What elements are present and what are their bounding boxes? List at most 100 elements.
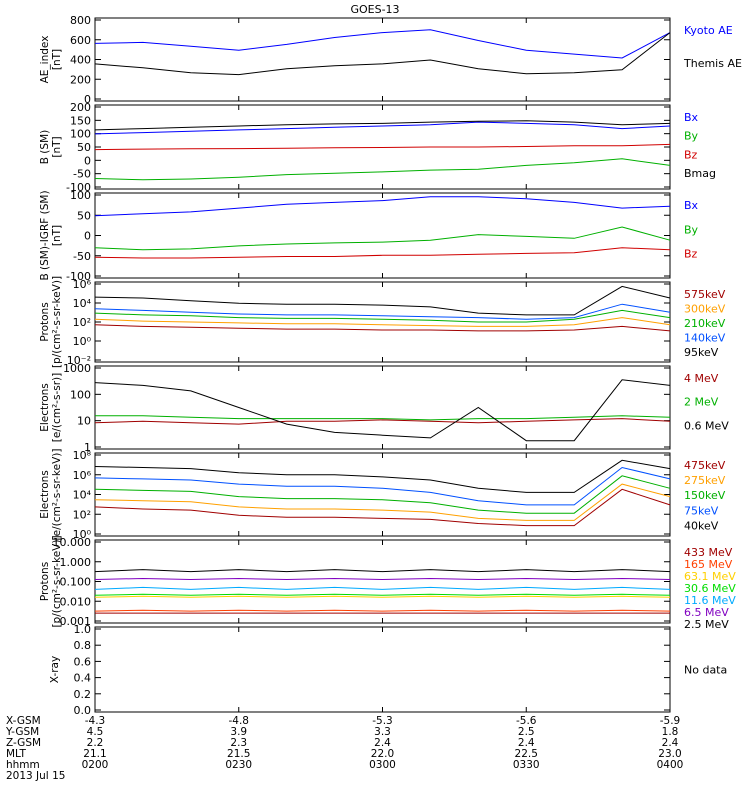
series-line-4-mev [94,418,671,425]
y-axis-label-line: [e/(cm²-s-sr-keV)] [51,449,63,541]
legend-entry: 6.5 MeV [684,606,729,619]
y-axis-label: Protons [p/(cm²-s-sr-keV)] [39,276,63,368]
x-table-cell: 1.8 [662,726,679,738]
x-table-cell: 3.9 [230,726,247,738]
y-tick-label: 400 [70,54,91,67]
legend-entry: 30.6 MeV [684,582,736,595]
x-table-cell: 2.2 [87,737,104,749]
legend-entry: 4 MeV [684,372,719,385]
x-table-cell: 0200 [82,759,109,771]
y-tick-label: 0.100 [60,576,92,589]
legend-entry: 11.6 MeV [684,594,736,607]
y-tick-label: 10⁰ [73,335,92,348]
series-line-0-6-mev [94,379,671,442]
x-table-cell: 21.1 [83,748,106,760]
legend-entry: 150keV [684,489,726,502]
y-tick-label: 50 [77,141,91,154]
legend-entry: 95keV [684,346,719,359]
series-line-210kev [94,309,671,323]
y-tick-label: 0.001 [60,615,92,628]
x-table-cell: 0230 [225,759,252,771]
series-line-6-5-mev [94,577,671,581]
y-tick-label: 10 [77,415,91,428]
series-line-themis-ae [94,32,671,76]
series-line-bx [94,121,671,135]
legend-entry: 2.5 MeV [684,618,729,631]
legend-entry: 275keV [684,474,726,487]
panel-electrons_kev: 10⁸ 10⁶ 10⁴ 10² 10⁰ Electrons [e/(cm²-s-sr-keV… [39,449,726,541]
series-line-140kev [94,303,671,320]
y-axis-label: X-ray [49,656,61,683]
x-table-cell: -5.3 [372,715,393,727]
y-tick-label: 200 [70,73,91,86]
y-axis-label-line: [nT] [51,225,63,246]
series-line-475kev [94,488,671,527]
x-table-cell: 2.3 [230,737,247,749]
panel-xray: 1.0 0.8 0.6 0.4 0.2 0.0 X-ray No data [49,623,727,717]
panel-frame [94,452,671,537]
x-table-cell: 3.3 [374,726,391,738]
legend-entry: 63.1 MeV [684,570,736,583]
series-line-575kev [94,324,671,332]
y-axis-label: AE_index [nT] [39,36,63,84]
y-tick-label: 1.0 [74,623,92,636]
y-axis-label-line: [nT] [51,49,63,70]
legend-entry: Bx [684,199,699,212]
y-tick-label: 0 [84,93,91,106]
y-tick-label: 600 [70,34,91,47]
y-tick-label: -100 [66,270,91,283]
y-tick-label: 800 [70,14,91,27]
y-tick-label: 10⁰ [73,528,92,541]
y-tick-label: 10⁴ [73,489,92,502]
series-line-165-mev [94,609,671,612]
y-tick-label: 0.6 [74,655,92,668]
x-table-cell: -4.8 [229,715,250,727]
y-tick-label: 0.8 [74,639,92,652]
y-tick-label: 10⁶ [73,469,92,482]
x-row-label: MLT [6,748,26,760]
y-tick-label: 10.000 [53,536,92,549]
series-line-30-6-mev [94,593,671,596]
legend-entry: Bz [684,248,698,261]
x-table-cell: -4.3 [85,715,106,727]
x-table-cell: 0300 [369,759,396,771]
x-table-cell: 2.4 [374,737,391,749]
panel-ae: 0 200 400 600 800 AE_index [nT] Kyoto AE Themis … [39,14,742,106]
legend-entry: Themis AE [683,57,742,70]
y-tick-label: -50 [73,250,91,263]
y-tick-label: 0 [84,230,91,243]
y-axis-label-line: X-ray [49,656,61,683]
x-table-cell: 21.5 [227,748,250,760]
series-line-300kev [94,317,671,327]
x-table-cell: 0400 [657,759,684,771]
x-row-label: hhmm [6,759,40,771]
x-table-cell: 2.5 [518,726,535,738]
y-tick-label: 10² [73,316,91,329]
y-tick-label: 10² [73,508,91,521]
figure-title: GOES-13 [350,3,399,16]
panel-electrons_mev: 1000 100 10 1 Electrons [e/(cm²-s-sr)] 4 MeV 2 … [39,362,729,454]
y-tick-label: 0.010 [60,595,92,608]
y-tick-label: 10⁻² [67,354,91,367]
series-line-2-mev [95,415,671,421]
x-table-cell: 4.5 [87,726,104,738]
y-tick-label: 0 [84,154,91,167]
y-axis-label: Protons [p/(cm²-s-sr-keV)] [39,535,63,627]
panel-frame [94,192,671,279]
y-tick-label: 100 [70,128,91,141]
legend-entry: 0.6 MeV [684,419,729,432]
x-table-cell: 2.4 [662,737,679,749]
y-axis-label-line: B (SM)-IGRF (SM) [39,190,51,280]
y-axis-label-line: AE_index [39,36,51,84]
x-table-cell: -5.9 [660,715,681,727]
x-row-label: Y-GSM [5,726,39,738]
y-tick-label: 100 [70,189,91,202]
legend-entry: By [684,130,699,143]
y-tick-label: 10⁸ [73,449,92,462]
legend-entry: 2 MeV [684,396,719,409]
y-axis-label-line: Protons [39,302,51,341]
y-tick-label: 200 [70,101,91,114]
y-tick-label: 10⁴ [73,297,92,310]
